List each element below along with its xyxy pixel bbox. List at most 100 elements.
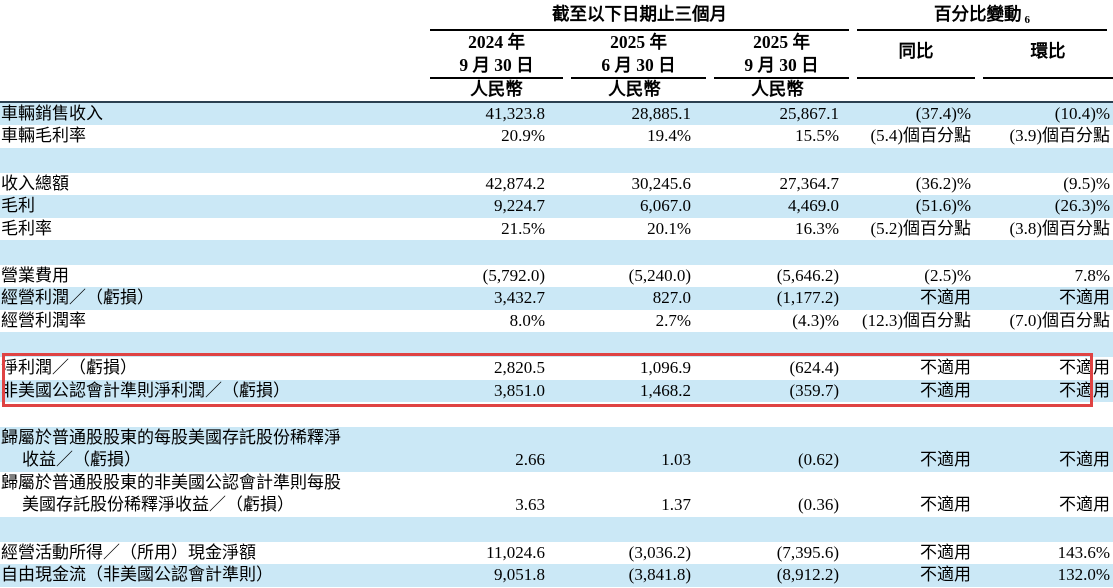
cell-value: (5.2)個百分點 <box>870 218 972 238</box>
cell-value <box>975 332 1113 358</box>
table-row: 毛利 9,224.7 6,067.0 4,469.0 (51.6)% (26.3)% <box>0 195 1113 218</box>
currency-label: 人民幣 <box>470 79 523 99</box>
cell-value <box>430 516 563 542</box>
table-row: 歸屬於普通股股東的非美國公認會計準則每股 美國存託股份稀釋淨收益／（虧損） 3.63… <box>0 472 1113 517</box>
cell-value: (36.2)% <box>915 173 972 193</box>
cell-value <box>430 402 563 427</box>
row-label <box>0 147 430 173</box>
cell-value: (5,646.2) <box>776 266 840 286</box>
period-group-header: 截至以下日期止三個月 <box>430 0 850 31</box>
cell-value: (7,395.6) <box>776 542 840 562</box>
row-label: 歸屬於普通股股東的每股美國存託股份稀釋淨 收益／（虧損） <box>0 427 430 472</box>
cell-value: 3,851.0 <box>430 379 563 403</box>
cell-value: 143.6% <box>1057 542 1111 562</box>
cell-value: 不適用 <box>849 564 976 587</box>
spacer-row <box>0 402 1113 427</box>
table-row: 非美國公認會計準則淨利潤／（虧損） 3,851.0 1,468.2 (359.7) 不適… <box>0 379 1113 403</box>
cell-value <box>430 147 563 173</box>
cell-value: 7.8% <box>1074 266 1111 286</box>
cell-value: 2.7% <box>655 310 691 330</box>
cell-value: (37.4)% <box>849 100 976 126</box>
cell-value: 1,096.9 <box>640 358 691 378</box>
cell-value: (2.5)% <box>924 266 972 286</box>
cell-value: 不適用 <box>920 358 972 378</box>
cell-value: (5,240.0) <box>628 266 691 286</box>
empty-corner-cell <box>0 31 430 79</box>
row-label: 收入總額 <box>1 173 69 193</box>
cell-value: 8.0% <box>509 310 545 330</box>
empty-corner-cell <box>0 0 430 31</box>
cell-value: 2.66 <box>430 427 563 472</box>
col-header-2024-09-30: 2024 年 9 月 30 日 <box>430 31 563 79</box>
cell-value <box>849 516 976 542</box>
group-header-row: 截至以下日期止三個月 百分比變動 6 <box>0 0 1113 31</box>
cell-value: 20.9% <box>501 126 545 146</box>
row-label: 歸屬於普通股股東的非美國公認會計準則每股 美國存託股份稀釋淨收益／（虧損） <box>1 472 341 515</box>
cell-value: 不適用 <box>975 427 1113 472</box>
cell-value <box>706 147 850 173</box>
cell-value: 19.4% <box>647 126 691 146</box>
period-group-label: 截至以下日期止三個月 <box>430 0 850 31</box>
cell-value: 3,432.7 <box>430 287 563 310</box>
spacer-row <box>0 332 1113 358</box>
cell-value <box>563 147 706 173</box>
pct-change-group-header: 百分比變動 6 <box>849 0 1113 31</box>
cell-value <box>563 332 706 358</box>
cell-value: 9,224.7 <box>430 195 563 218</box>
table-row: 車輛銷售收入 41,323.8 28,885.1 25,867.1 (37.4)% (10… <box>0 100 1113 126</box>
cell-value: 11,024.6 <box>486 542 545 562</box>
row-label: 自由現金流（非美國公認會計準則） <box>0 564 430 587</box>
cell-value <box>430 332 563 358</box>
cell-value: 42,874.2 <box>485 173 546 193</box>
cell-value <box>849 332 976 358</box>
cell-value: (7.0)個百分點 <box>1009 310 1111 330</box>
cell-value: (359.7) <box>706 379 850 403</box>
cell-value: 不適用 <box>975 287 1113 310</box>
cell-value: 不適用 <box>849 287 976 310</box>
cell-value: (3.9)個百分點 <box>1009 126 1111 146</box>
cell-value <box>975 516 1113 542</box>
currency-label: 人民幣 <box>751 79 804 99</box>
cell-value: 1.03 <box>563 427 706 472</box>
cell-value: 30,245.6 <box>631 173 692 193</box>
empty-corner-cell <box>0 79 430 102</box>
cell-value <box>563 516 706 542</box>
cell-value <box>706 240 850 266</box>
table-row: 經營活動所得／（所用）現金淨額 11,024.6 (3,036.2) (7,395.6… <box>0 542 1113 564</box>
cell-value: (1,177.2) <box>706 287 850 310</box>
cell-value: (4.3)% <box>792 310 840 330</box>
cell-value: 不適用 <box>849 427 976 472</box>
col-header-qoq: 環比 <box>975 31 1113 79</box>
cell-value: (8,912.2) <box>706 564 850 587</box>
cell-value: 21.5% <box>501 218 545 238</box>
column-header-row: 2024 年 9 月 30 日 2025 年 6 月 30 日 2025 年 9… <box>0 31 1113 79</box>
row-label <box>0 240 430 266</box>
cell-value: 25,867.1 <box>706 100 850 126</box>
row-label: 經營利潤率 <box>1 310 86 330</box>
col-header-2025-09-30: 2025 年 9 月 30 日 <box>706 31 850 79</box>
cell-value: 不適用 <box>1059 495 1111 515</box>
table-row: 毛利率 21.5% 20.1% 16.3% (5.2)個百分點 (3.8)個百分點 <box>0 218 1113 240</box>
table-row: 車輛毛利率 20.9% 19.4% 15.5% (5.4)個百分點 (3.9)個百分點 <box>0 125 1113 147</box>
col-header-yoy: 同比 <box>849 31 976 79</box>
row-label: 營業費用 <box>1 266 69 286</box>
cell-value <box>430 240 563 266</box>
cell-value: 20.1% <box>647 218 691 238</box>
cell-value <box>706 402 849 427</box>
cell-value <box>975 240 1113 266</box>
cell-value: (5,792.0) <box>482 266 545 286</box>
cell-value: 28,885.1 <box>563 100 706 126</box>
cell-value: 827.0 <box>563 287 706 310</box>
cell-value: (624.4) <box>789 358 840 378</box>
cell-value: 不適用 <box>920 542 972 562</box>
cell-value <box>849 240 976 266</box>
cell-value: (5.4)個百分點 <box>870 126 972 146</box>
cell-value: (0.62) <box>706 427 850 472</box>
row-label: 淨利潤／（虧損） <box>1 358 137 378</box>
cell-value: 3.63 <box>515 495 545 515</box>
row-label <box>0 516 430 542</box>
cell-value: 1,468.2 <box>563 379 706 403</box>
cell-value <box>975 147 1113 173</box>
cell-value: (3,036.2) <box>628 542 691 562</box>
